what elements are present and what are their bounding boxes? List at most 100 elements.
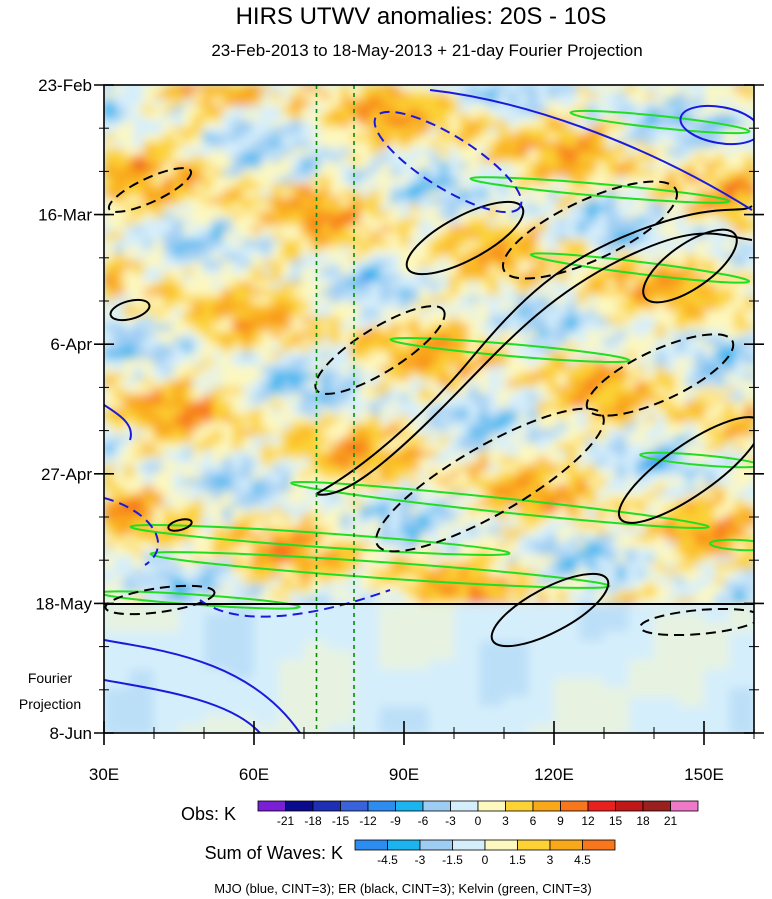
field-cell (497, 281, 509, 290)
field-cell (655, 576, 667, 585)
field-cell (744, 85, 754, 93)
field-cell (557, 92, 568, 100)
field-cell (143, 401, 155, 409)
field-cell (438, 141, 450, 150)
field-cell (468, 520, 480, 529)
field-cell (527, 120, 539, 129)
field-cell (626, 211, 637, 220)
field-cell (113, 513, 125, 522)
field-cell (507, 218, 519, 227)
field-cell (527, 211, 539, 220)
field-cell (626, 422, 637, 431)
field-cell (438, 113, 450, 122)
field-cell (685, 527, 696, 536)
field-cell (399, 464, 411, 473)
field-cell (517, 316, 529, 325)
field-cell (744, 401, 754, 409)
field-cell (429, 351, 440, 360)
field-cell (389, 562, 401, 571)
field-cell (192, 429, 204, 438)
field-cell (448, 260, 460, 269)
field-cell (409, 281, 421, 290)
field-cell (123, 499, 135, 508)
field-cell (458, 590, 470, 599)
field-cell (576, 92, 588, 100)
field-cell (399, 218, 411, 227)
field-cell (409, 148, 421, 157)
field-cell (616, 373, 627, 381)
field-cell (547, 92, 558, 100)
field-cell (606, 288, 618, 297)
field-cell (429, 309, 440, 318)
field-cell (645, 415, 657, 424)
field-cell (310, 253, 322, 262)
field-cell (419, 204, 430, 213)
field-cell (182, 309, 194, 318)
field-cell (596, 197, 608, 206)
field-cell (704, 576, 716, 585)
field-cell (438, 288, 450, 297)
field-cell (232, 183, 243, 192)
field-cell (655, 295, 667, 304)
field-cell (399, 562, 411, 571)
field-cell (369, 380, 381, 388)
field-cell (123, 520, 135, 529)
field-cell (724, 443, 736, 452)
field-cell (389, 450, 401, 459)
field-cell (448, 148, 460, 157)
field-cell (635, 176, 647, 185)
field-cell (241, 134, 253, 143)
field-cell (448, 295, 460, 304)
field-cell (271, 295, 283, 304)
field-cell (596, 120, 608, 129)
field-cell (153, 148, 164, 157)
field-cell (586, 260, 598, 269)
field-cell (734, 485, 746, 494)
field-cell (537, 113, 549, 122)
field-cell (389, 197, 401, 206)
field-cell (409, 597, 421, 606)
field-cell (734, 232, 746, 241)
field-cell (153, 499, 164, 508)
field-cell (665, 520, 677, 529)
field-cell (133, 169, 145, 178)
field-cell (212, 506, 224, 515)
field-cell (123, 337, 135, 346)
field-cell (202, 422, 214, 431)
field-cell (626, 337, 637, 346)
field-cell (655, 358, 667, 367)
field-cell (744, 99, 754, 107)
field-cell (350, 485, 361, 494)
field-cell (241, 190, 253, 199)
field-cell (104, 253, 115, 262)
field-cell (606, 373, 618, 381)
field-cell (576, 506, 588, 515)
field-cell (626, 597, 637, 606)
field-cell (320, 106, 332, 115)
field-cell (153, 387, 164, 395)
field-cell (389, 436, 401, 445)
field-cell (281, 534, 293, 543)
field-cell (665, 576, 677, 585)
field-cell (478, 197, 489, 206)
field-cell (606, 120, 618, 129)
field-cell (320, 548, 332, 557)
field-cell (320, 323, 332, 332)
field-cell (448, 344, 460, 353)
field-cell (744, 499, 754, 508)
field-cell (448, 450, 460, 459)
field-cell (655, 190, 667, 199)
field-cell (350, 415, 361, 424)
field-cell (182, 373, 194, 381)
field-cell (291, 583, 302, 592)
field-cell (596, 190, 608, 199)
field-cell (182, 365, 194, 374)
field-cell (232, 246, 243, 255)
field-cell (261, 344, 273, 353)
field-cell (478, 344, 489, 353)
field-cell (379, 401, 391, 409)
field-cell (291, 358, 302, 367)
field-cell (271, 127, 283, 136)
field-cell (281, 92, 293, 100)
field-cell (458, 288, 470, 297)
